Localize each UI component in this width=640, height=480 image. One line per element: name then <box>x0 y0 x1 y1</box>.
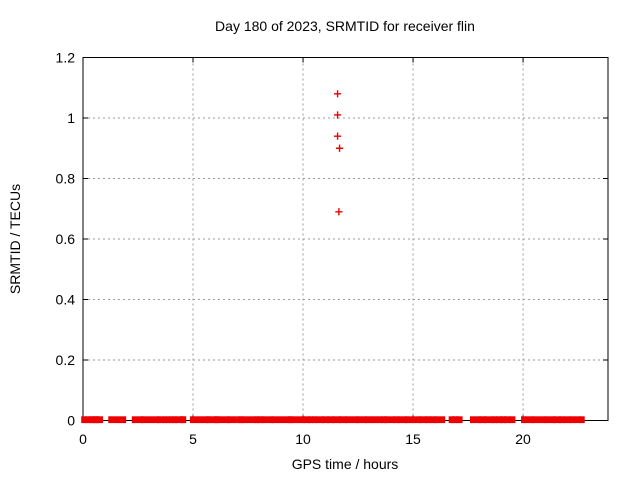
baseline-segment <box>157 416 165 424</box>
baseline-segment <box>238 416 244 424</box>
baseline-segment <box>483 416 495 424</box>
data-point <box>335 144 344 152</box>
y-tick-label: 0.2 <box>56 352 76 368</box>
baseline-segment <box>552 416 562 424</box>
baseline-segment <box>384 416 396 424</box>
baseline-segment <box>356 416 367 424</box>
y-tick-label: 1 <box>67 110 75 126</box>
x-tick-label: 5 <box>189 431 197 447</box>
baseline-segment <box>219 416 230 424</box>
baseline-segment <box>393 416 400 424</box>
baseline-segment <box>371 416 378 424</box>
baseline-segment <box>131 416 144 424</box>
data-point <box>335 208 343 216</box>
baseline-segment <box>434 416 446 424</box>
data-points <box>81 90 585 424</box>
y-tick-label: 0.8 <box>56 171 76 187</box>
y-tick-label: 0.4 <box>56 292 76 308</box>
baseline-segment <box>448 416 455 424</box>
baseline-segment <box>308 416 314 424</box>
x-tick-label: 15 <box>405 431 421 447</box>
baseline-segment <box>499 416 507 424</box>
baseline-segment <box>181 416 187 424</box>
baseline-segment <box>491 416 498 424</box>
baseline-segment <box>257 416 264 424</box>
baseline-segment <box>205 416 211 424</box>
y-tick-label: 0 <box>67 413 75 429</box>
baseline-segment <box>503 416 511 424</box>
baseline-segment <box>419 416 428 424</box>
baseline-segment <box>544 416 556 424</box>
baseline-segment <box>559 416 565 424</box>
data-point <box>333 132 342 140</box>
y-tick-label: 1.2 <box>56 50 76 66</box>
baseline-segment <box>312 416 317 424</box>
baseline-segment <box>338 416 348 424</box>
baseline-segment <box>172 416 177 424</box>
baseline-segment <box>236 416 241 424</box>
data-point <box>333 111 342 119</box>
baseline-segment <box>254 416 260 424</box>
baseline-segment <box>429 416 437 424</box>
baseline-segment <box>451 416 459 424</box>
baseline-segment <box>469 416 482 424</box>
baseline-segment <box>162 416 168 424</box>
baseline-segment <box>174 416 183 424</box>
baseline-segment <box>189 416 209 424</box>
y-axis-label: SRMTID / TECUs <box>7 184 23 294</box>
baseline-segment <box>574 416 581 424</box>
baseline-segment <box>227 416 237 424</box>
baseline-segment <box>532 416 546 424</box>
baseline-segment <box>322 416 330 424</box>
baseline-segment <box>302 416 311 424</box>
baseline-segment <box>315 416 325 424</box>
baseline-segment <box>569 416 576 424</box>
baseline-segment <box>327 416 335 424</box>
baseline-segment <box>525 416 534 424</box>
baseline-segment <box>509 416 516 424</box>
baseline-segment <box>140 416 160 424</box>
baseline-segment <box>96 416 104 424</box>
baseline-segment <box>290 416 297 424</box>
baseline-segment <box>81 416 88 424</box>
baseline-segment <box>108 416 127 424</box>
baseline-segment <box>456 416 463 424</box>
baseline-segment <box>295 416 305 424</box>
baseline-segment <box>165 416 171 424</box>
baseline-segment <box>495 416 503 424</box>
baseline-segment <box>271 416 291 424</box>
y-tick-label: 0.6 <box>56 231 76 247</box>
baseline-segment <box>345 416 359 424</box>
baseline-segment <box>365 416 373 424</box>
baseline-segment <box>84 416 92 424</box>
baseline-segment <box>425 416 432 424</box>
baseline-segment <box>377 416 383 424</box>
chart-title: Day 180 of 2023, SRMTID for receiver fli… <box>215 18 475 34</box>
x-tick-label: 20 <box>515 431 531 447</box>
baseline-segment <box>332 416 341 424</box>
gridlines <box>83 57 608 421</box>
baseline-segment <box>168 416 174 424</box>
data-point <box>333 90 342 98</box>
baseline-segment <box>412 416 422 424</box>
baseline-segment <box>563 416 572 424</box>
x-axis-label: GPS time / hours <box>292 456 399 472</box>
baseline-segment <box>241 416 257 424</box>
baseline-segment <box>381 416 387 424</box>
baseline-segment <box>208 416 217 424</box>
baseline-segment <box>404 416 414 424</box>
baseline-segment <box>479 416 486 424</box>
baseline-segment <box>397 416 408 424</box>
baseline-segment <box>261 416 274 424</box>
baseline-segment <box>521 416 526 424</box>
x-tick-label: 0 <box>79 431 87 447</box>
baseline-segment <box>578 416 585 424</box>
baseline-segment <box>215 416 221 424</box>
x-tick-label: 10 <box>295 431 311 447</box>
tick-labels: 0 5 10 15 20 0 0.2 0.4 0.6 0.8 1 1.2 <box>56 50 532 448</box>
